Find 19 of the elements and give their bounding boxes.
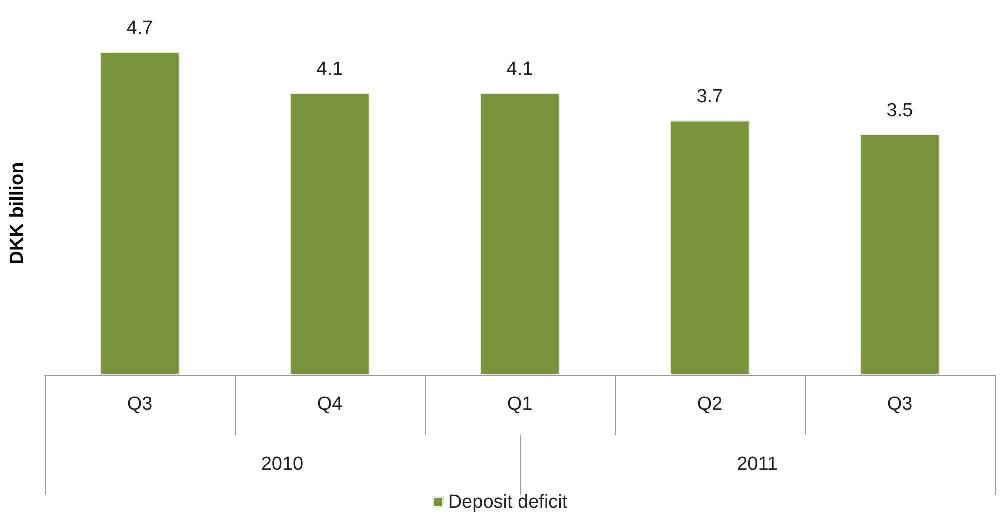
data-label: 4.1 xyxy=(316,59,344,80)
data-label: 4.1 xyxy=(506,59,534,80)
x-tick-label: Q3 xyxy=(887,394,913,415)
legend-label: Deposit deficit xyxy=(448,492,568,513)
x-tick-label: Q3 xyxy=(127,394,153,415)
bar xyxy=(670,120,750,375)
data-label: 4.7 xyxy=(126,18,154,39)
bar xyxy=(480,93,560,375)
text: 2011 xyxy=(737,454,778,475)
data-label: 3.5 xyxy=(886,100,914,122)
x-tick-label: Q2 xyxy=(697,394,723,415)
bar xyxy=(290,93,370,375)
data-label: 3.7 xyxy=(696,86,724,108)
x-tick-label: Q1 xyxy=(507,394,533,415)
text: 2010 xyxy=(261,454,304,475)
bar xyxy=(100,52,180,375)
x-tick-label: Q4 xyxy=(317,394,344,415)
bar xyxy=(860,134,940,375)
y-axis-title: DKK billion xyxy=(7,162,28,265)
